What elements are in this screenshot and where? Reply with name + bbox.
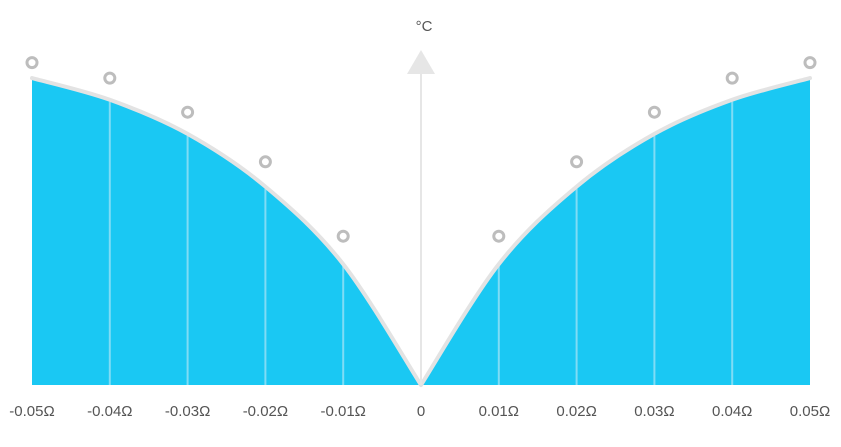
marker-layer <box>25 56 817 243</box>
data-point-marker <box>647 105 661 119</box>
y-axis <box>407 50 435 385</box>
curve-layer <box>30 76 812 387</box>
x-tick-label: -0.05Ω <box>9 403 54 420</box>
y-unit-label: °C <box>416 18 433 35</box>
axis-arrow-icon <box>407 50 435 74</box>
x-tick-label: 0.04Ω <box>712 403 752 420</box>
curve-left <box>30 76 423 387</box>
tick-labels: -0.05Ω -0.04Ω -0.03Ω -0.02Ω -0.01Ω 0 0.01Ω 0.02… <box>9 403 830 420</box>
data-point-marker <box>258 155 272 169</box>
area-right <box>421 78 810 385</box>
data-point-marker <box>336 229 350 243</box>
x-tick-label: -0.01Ω <box>320 403 365 420</box>
x-tick-label: -0.03Ω <box>165 403 210 420</box>
x-tick-label: 0.02Ω <box>556 403 596 420</box>
data-point-marker <box>803 56 817 70</box>
curve-right <box>419 76 812 387</box>
x-tick-label: -0.04Ω <box>87 403 132 420</box>
area-layer <box>32 78 810 385</box>
data-point-marker <box>570 155 584 169</box>
divider-lines <box>108 101 734 385</box>
x-tick-label: 0.03Ω <box>634 403 674 420</box>
x-tick-label: 0 <box>417 403 425 420</box>
data-point-marker <box>725 71 739 85</box>
x-tick-label: 0.05Ω <box>790 403 830 420</box>
area-left <box>32 78 421 385</box>
x-tick-label: 0.01Ω <box>479 403 519 420</box>
data-point-marker <box>25 56 39 70</box>
data-point-marker <box>492 229 506 243</box>
data-point-marker <box>181 105 195 119</box>
x-tick-label: -0.02Ω <box>243 403 288 420</box>
data-point-marker <box>103 71 117 85</box>
